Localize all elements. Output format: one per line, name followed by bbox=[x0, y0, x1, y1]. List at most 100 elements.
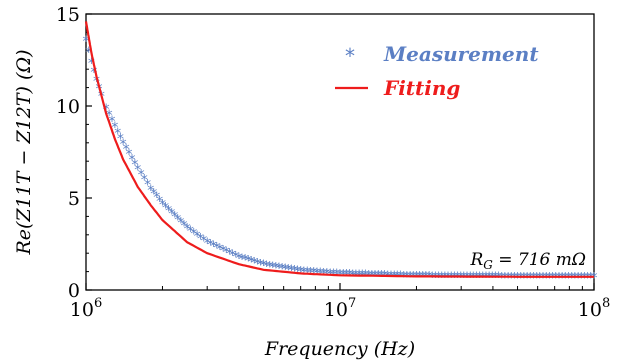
measurement-point: * bbox=[448, 270, 455, 286]
measurement-point: * bbox=[88, 56, 95, 72]
measurement-point: * bbox=[282, 262, 289, 278]
legend-measurement-marker: * bbox=[345, 44, 355, 68]
measurement-point: * bbox=[226, 247, 233, 263]
measurement-point: * bbox=[245, 254, 252, 270]
y-tick-label: 0 bbox=[68, 280, 80, 302]
measurement-point: * bbox=[144, 178, 151, 194]
measurement-point: * bbox=[473, 270, 480, 286]
measurement-point: * bbox=[520, 270, 527, 286]
measurement-point: * bbox=[141, 173, 148, 189]
measurement-point: * bbox=[581, 271, 588, 287]
measurement-point: * bbox=[476, 270, 483, 286]
measurement-point: * bbox=[568, 271, 575, 287]
measurement-point: * bbox=[216, 242, 223, 258]
measurement-point: * bbox=[109, 114, 116, 130]
measurement-point: * bbox=[416, 270, 423, 286]
measurement-point: * bbox=[138, 168, 145, 184]
measurement-point: * bbox=[435, 270, 442, 286]
rg-annotation-symbol: R bbox=[469, 250, 483, 270]
measurement-point: * bbox=[239, 252, 246, 268]
measurement-point: * bbox=[514, 270, 521, 286]
series-measurement-points: ****************************************… bbox=[83, 34, 598, 287]
y-tick-label: 5 bbox=[68, 188, 80, 210]
measurement-point: * bbox=[117, 131, 124, 147]
measurement-point: * bbox=[407, 270, 414, 286]
measurement-point: * bbox=[197, 231, 204, 247]
measurement-point: * bbox=[501, 270, 508, 286]
measurement-point: * bbox=[251, 256, 258, 272]
measurement-point: * bbox=[272, 260, 279, 276]
measurement-point: * bbox=[429, 270, 436, 286]
measurement-point: * bbox=[248, 255, 255, 271]
measurement-point: * bbox=[129, 152, 136, 168]
measurement-point: * bbox=[486, 270, 493, 286]
measurement-point: * bbox=[114, 126, 121, 142]
y-axis: 0 5 10 15 bbox=[56, 4, 92, 302]
measurement-point: * bbox=[168, 207, 175, 223]
measurement-point: * bbox=[422, 270, 429, 286]
measurement-point: * bbox=[171, 210, 178, 226]
measurement-point: * bbox=[279, 262, 286, 278]
measurement-point: * bbox=[123, 142, 130, 158]
measurement-point: * bbox=[441, 270, 448, 286]
measurement-point: * bbox=[559, 271, 566, 287]
measurement-point: * bbox=[495, 270, 502, 286]
measurement-point: * bbox=[285, 263, 292, 279]
measurement-point: * bbox=[591, 271, 598, 287]
measurement-point: * bbox=[467, 270, 474, 286]
measurement-point: * bbox=[269, 260, 276, 276]
measurement-point: * bbox=[451, 270, 458, 286]
measurement-point: * bbox=[505, 270, 512, 286]
measurement-point: * bbox=[204, 236, 211, 252]
measurement-point: * bbox=[153, 190, 160, 206]
measurement-point: * bbox=[263, 259, 270, 275]
x-tick-label: 107 bbox=[324, 296, 356, 321]
measurement-point: * bbox=[454, 270, 461, 286]
measurement-point: * bbox=[232, 249, 239, 265]
measurement-point: * bbox=[584, 271, 591, 287]
measurement-point: * bbox=[90, 65, 97, 81]
measurement-point: * bbox=[517, 270, 524, 286]
measurement-point: * bbox=[174, 213, 181, 229]
measurement-point: * bbox=[552, 271, 559, 287]
measurement-point: * bbox=[210, 239, 217, 255]
measurement-point: * bbox=[530, 270, 537, 286]
measurement-point: * bbox=[260, 258, 267, 274]
y-tick-label: 15 bbox=[56, 4, 80, 26]
measurement-point: * bbox=[147, 183, 154, 199]
measurement-point: * bbox=[131, 157, 138, 173]
measurement-point: * bbox=[527, 270, 534, 286]
measurement-point: * bbox=[470, 270, 477, 286]
measurement-point: * bbox=[403, 269, 410, 285]
rg-annotation-subscript: G bbox=[483, 258, 493, 272]
measurement-point: * bbox=[111, 120, 118, 136]
rg-annotation: RG = 716 mΩ bbox=[469, 250, 586, 272]
legend: * Measurement Fitting bbox=[335, 42, 539, 100]
measurement-point: * bbox=[190, 226, 197, 242]
measurement-point: * bbox=[511, 270, 518, 286]
measurement-point: * bbox=[242, 253, 249, 269]
measurement-point: * bbox=[184, 221, 191, 237]
measurement-point: * bbox=[489, 270, 496, 286]
x-axis-title: Frequency (Hz) bbox=[264, 338, 415, 360]
measurement-point: * bbox=[413, 270, 420, 286]
measurement-point: * bbox=[288, 263, 295, 279]
measurement-point: * bbox=[165, 204, 172, 220]
x-tick-label: 108 bbox=[578, 296, 610, 321]
measurement-point: * bbox=[457, 270, 464, 286]
measurement-point: * bbox=[126, 147, 133, 163]
measurement-point: * bbox=[508, 270, 515, 286]
measurement-point: * bbox=[156, 194, 163, 210]
measurement-point: * bbox=[410, 270, 417, 286]
measurement-point: * bbox=[565, 271, 572, 287]
measurement-point: * bbox=[254, 256, 261, 272]
measurement-point: * bbox=[162, 201, 169, 217]
measurement-point: * bbox=[460, 270, 467, 286]
series-fitting-line bbox=[84, 21, 594, 278]
measurement-point: * bbox=[159, 198, 166, 214]
measurement-point: * bbox=[483, 270, 490, 286]
measurement-point: * bbox=[213, 241, 220, 257]
measurement-point: * bbox=[432, 270, 439, 286]
measurement-point: * bbox=[187, 224, 194, 240]
